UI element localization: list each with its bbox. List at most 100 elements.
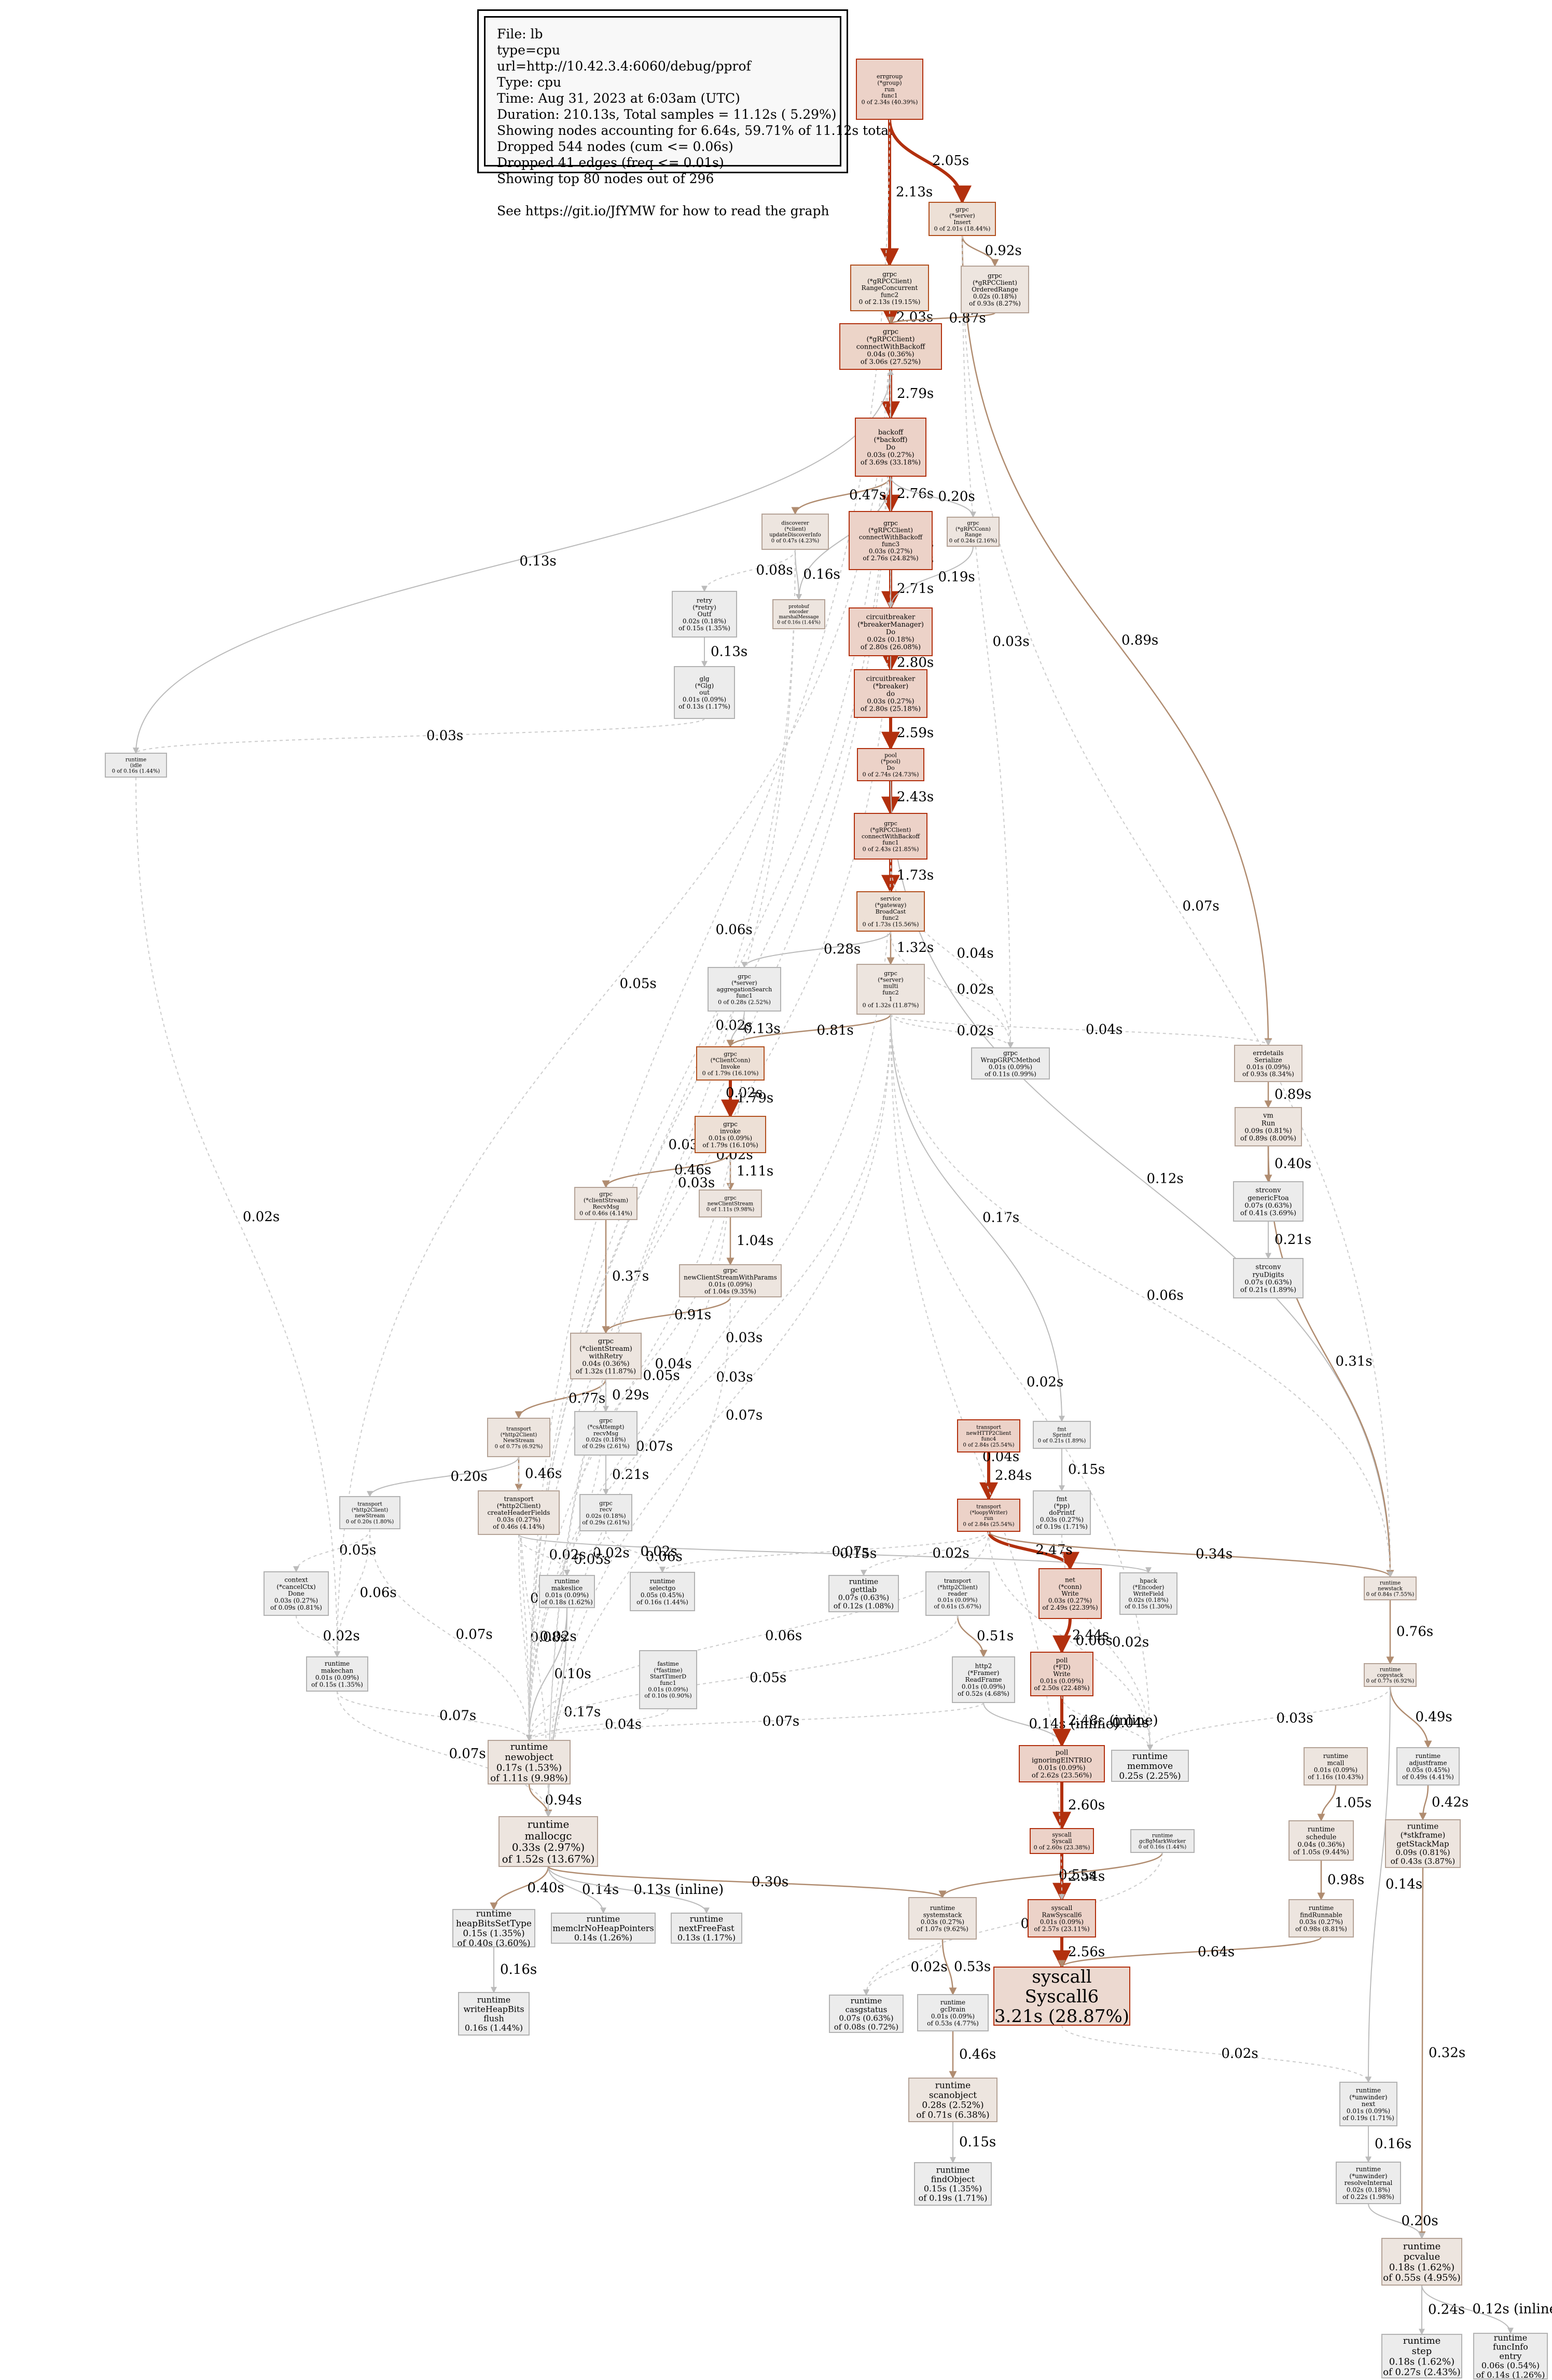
node-label-line: Write	[1061, 1590, 1078, 1597]
node-label-line: protobuf	[788, 604, 809, 610]
node-label-line: 0.17s (1.53%)	[496, 1762, 562, 1773]
edge-label: 0.07s	[636, 1439, 673, 1455]
node-pool_do[interactable]: pool(*pool)Do0 of 2.74s (24.73%)	[857, 748, 924, 781]
node-cb_breaker[interactable]: circuitbreaker(*breaker)do0.03s (0.27%)o…	[854, 669, 927, 718]
edge-label: 0.07s	[439, 1708, 476, 1724]
node-grpc_cwb_func1[interactable]: grpc(*gRPCClient)connectWithBackofffunc1…	[854, 813, 927, 860]
edge-transport_loopy-to-net_write: 2.47s	[987, 1531, 1079, 1571]
node-backoff[interactable]: backoff(*backoff)Do0.03s (0.27%)of 3.69s…	[855, 418, 926, 477]
node-grpc_cwb[interactable]: grpc(*gRPCClient)connectWithBackoff0.04s…	[839, 323, 942, 370]
edge-label: 0.51s	[977, 1628, 1014, 1644]
edge-label: 2.59s	[897, 725, 934, 741]
node-grpc_cwb_func3[interactable]: grpc(*gRPCClient)connectWithBackofffunc3…	[849, 511, 933, 570]
node-label-line: func1	[882, 839, 898, 846]
edge-label: 2.13s	[896, 185, 933, 200]
edge-transport_newstream-to-transport_create: 0.46s	[515, 1456, 562, 1492]
node-label-line: grpc	[988, 272, 1002, 279]
node-label-line: 0 of 0.24s (2.16%)	[949, 538, 997, 544]
edge-transport_loopy-to-rt_memmove: 0.06s	[988, 1531, 1153, 1751]
edge-path	[547, 1865, 947, 1899]
edge-rt_adjustframe-to-rt_getstackmap: 0.42s	[1419, 1784, 1468, 1821]
edge-path	[1418, 1867, 1426, 2239]
edge-grpc_cwb-to-backoff: 2.79s	[881, 369, 934, 420]
node-cb_manager[interactable]: circuitbreaker(*breakerManager)Do0.02s (…	[849, 607, 933, 656]
node-label-line: runtime	[1403, 2241, 1441, 2252]
edge-label: 0.04s	[1112, 1715, 1149, 1731]
node-transport_create[interactable]: transport(*http2Client)createHeaderField…	[478, 1490, 560, 1535]
